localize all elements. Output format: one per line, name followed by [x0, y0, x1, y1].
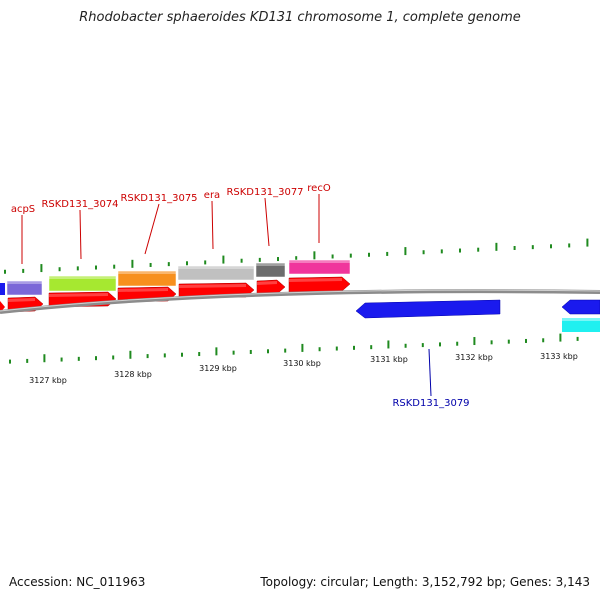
reverse-cds-track — [355, 299, 600, 332]
cds-arrow-shine — [289, 278, 342, 282]
cog-box[interactable] — [177, 265, 255, 281]
gene-label-acps[interactable]: acpS — [11, 204, 35, 215]
gene-label-rskd131-3077[interactable]: RSKD131_3077 — [226, 187, 303, 198]
cog-box-shine — [49, 276, 116, 279]
scale-label: 3128 kbp — [114, 370, 152, 379]
cog-box[interactable] — [288, 259, 351, 275]
scale-label: 3132 kbp — [455, 353, 493, 362]
cog-box-shine — [289, 260, 350, 263]
cog-box[interactable] — [117, 270, 177, 287]
scale-label: 3130 kbp — [283, 359, 321, 368]
cog-box-shine — [7, 281, 42, 284]
outer-tick-ring — [4, 238, 589, 274]
label-leader-lines — [21, 194, 432, 397]
leader-line — [264, 197, 270, 247]
cds-arrow-reverse[interactable] — [561, 299, 600, 315]
chromosome-backbone — [0, 289, 600, 314]
cds-arrow-shine — [49, 293, 108, 297]
leader-line — [79, 209, 82, 260]
gene-label-rskd131-3074[interactable]: RSKD131_3074 — [41, 199, 118, 210]
cog-box-shine — [562, 318, 600, 321]
gene-label-era[interactable]: era — [204, 190, 220, 201]
cds-arrow-shine — [118, 288, 168, 292]
scale-label: 3129 kbp — [199, 364, 237, 373]
scale-labels: 3127 kbp 3128 kbp 3129 kbp 3130 kbp 3131 kbp… — [29, 352, 578, 385]
backbone-highlight — [0, 289, 600, 312]
cog-box-shine — [178, 266, 254, 269]
cds-arrow-reverse[interactable] — [355, 299, 501, 319]
leader-line — [428, 348, 432, 397]
cds-arrow-shine — [8, 298, 35, 302]
cog-box-shine — [118, 271, 176, 274]
gene-label-reco[interactable]: recO — [307, 183, 331, 194]
cog-box-reverse[interactable] — [562, 318, 600, 332]
cog-box[interactable] — [48, 275, 117, 292]
accession-text: Accession: NC_011963 — [9, 575, 146, 589]
gene-label-rskd131-3075[interactable]: RSKD131_3075 — [120, 193, 197, 204]
cog-color-track — [0, 259, 351, 296]
cog-box[interactable] — [6, 280, 43, 296]
cog-box-shine — [256, 263, 285, 266]
gene-label-rskd131-3079[interactable]: RSKD131_3079 — [392, 398, 469, 409]
topology-summary: Topology: circular; Length: 3,152,792 bp… — [260, 575, 590, 589]
scale-label: 3127 kbp — [29, 376, 67, 385]
cds-arrow-shine — [257, 281, 277, 285]
leader-line — [144, 203, 160, 255]
scale-label: 3131 kbp — [370, 355, 408, 364]
map-title: Rhodobacter sphaeroides KD131 chromosome… — [79, 10, 521, 25]
cog-box-edge — [0, 283, 5, 295]
cog-box[interactable] — [255, 262, 286, 278]
cds-arrow-shine — [179, 284, 246, 288]
scale-label: 3133 kbp — [540, 352, 578, 361]
leader-line — [211, 200, 214, 250]
inner-tick-ring — [9, 333, 579, 364]
